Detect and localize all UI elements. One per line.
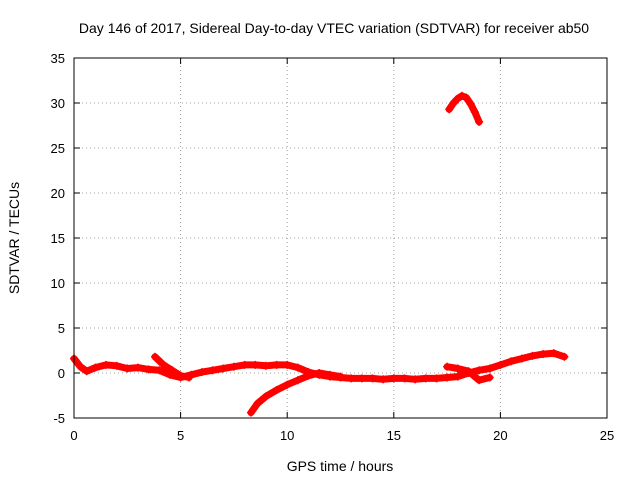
grid-layer [74, 58, 607, 418]
data-point [91, 363, 100, 372]
data-point [453, 372, 462, 381]
data-point [357, 374, 366, 383]
data-point [272, 386, 281, 395]
data-point [246, 408, 255, 417]
data-point [517, 354, 526, 363]
data-point [485, 364, 494, 373]
data-point [443, 373, 452, 382]
data-point [443, 362, 452, 371]
data-point [432, 374, 441, 383]
data-point [475, 376, 484, 385]
data-point [76, 362, 85, 371]
data-point [197, 368, 206, 377]
data-point [462, 93, 471, 102]
y-tick-label: 25 [51, 141, 65, 156]
y-tick-label: 10 [51, 276, 65, 291]
data-point [475, 117, 484, 126]
data-point [315, 369, 324, 377]
x-tick-label: 15 [387, 428, 401, 443]
data-point [272, 360, 281, 369]
data-point [168, 366, 177, 375]
y-tick-label: 35 [51, 51, 65, 66]
data-point [549, 349, 558, 358]
data-point [453, 364, 462, 373]
y-axis-label: SDTVAR / TECUs [6, 182, 22, 294]
chart-title: Day 146 of 2017, Sidereal Day-to-day VTE… [79, 20, 589, 36]
data-point [261, 361, 270, 370]
data-point [283, 380, 292, 389]
data-point [466, 99, 475, 108]
data-point [283, 360, 292, 369]
data-point [485, 373, 494, 382]
y-tick-label: 5 [58, 321, 65, 336]
data-point [368, 374, 377, 383]
data-point [496, 360, 505, 369]
y-tick-label: 15 [51, 231, 65, 246]
data-point [445, 105, 454, 114]
y-tick-label: 30 [51, 96, 65, 111]
x-tick-label: 0 [70, 428, 77, 443]
data-point [304, 371, 313, 380]
x-tick-label: 25 [600, 428, 614, 443]
x-tick-label: 20 [493, 428, 507, 443]
y-tick-label: 0 [58, 366, 65, 381]
data-point [470, 108, 479, 116]
data-point [208, 366, 217, 375]
ticks-layer: 0 5 10 15 20 25 -5 0 5 10 15 20 25 30 35 [51, 51, 615, 443]
data-point [347, 374, 356, 383]
data-point [475, 366, 484, 375]
data-point [251, 360, 260, 369]
data-point [411, 375, 420, 384]
data-point [453, 94, 462, 103]
y-tick-label: -5 [53, 411, 65, 426]
data-point [379, 375, 388, 384]
data-point [528, 351, 537, 360]
data-point [336, 372, 345, 381]
series-layer [70, 91, 569, 417]
data-point [560, 352, 569, 361]
y-tick-label: 20 [51, 186, 65, 201]
data-point [123, 364, 132, 373]
data-point [151, 352, 160, 361]
data-point [400, 374, 409, 383]
data-point [389, 374, 398, 383]
data-point [293, 363, 302, 372]
data-point [133, 363, 142, 372]
data-point [253, 399, 262, 408]
data-point [464, 367, 473, 376]
data-point [155, 366, 164, 375]
data-point [240, 360, 249, 369]
series-rising-branch [247, 369, 344, 417]
data-point [144, 365, 153, 374]
data-point [507, 357, 516, 366]
data-point [449, 99, 458, 107]
data-point [421, 374, 430, 383]
x-axis-label: GPS time / hours [287, 458, 394, 474]
x-tick-label: 5 [177, 428, 184, 443]
data-point [159, 360, 168, 369]
data-point [325, 370, 334, 379]
data-point [229, 362, 238, 371]
plot-frame [73, 57, 608, 419]
data-point [112, 361, 121, 370]
data-point [101, 360, 110, 369]
data-point [185, 373, 194, 382]
data-point [219, 364, 228, 373]
x-tick-label: 10 [280, 428, 294, 443]
data-point [176, 371, 185, 380]
data-point [458, 91, 467, 100]
data-point [261, 392, 270, 401]
data-point [293, 376, 302, 385]
data-point [82, 367, 91, 376]
data-point [539, 350, 548, 359]
